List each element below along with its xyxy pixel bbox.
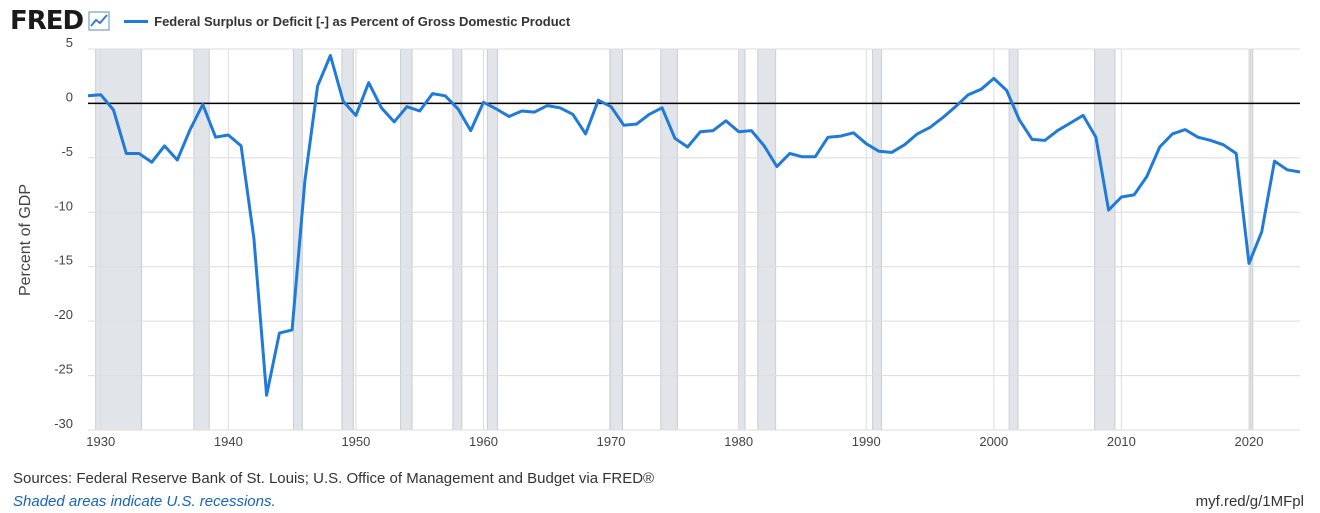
legend-swatch <box>124 19 149 23</box>
x-tick-label: 1990 <box>852 434 881 449</box>
recession-band <box>95 48 143 431</box>
y-tick-label: -15 <box>54 253 73 268</box>
sources-text: Sources: Federal Reserve Bank of St. Lou… <box>13 470 655 487</box>
fred-logo[interactable]: FRED <box>10 6 84 36</box>
y-axis-label: Percent of GDP <box>17 184 34 296</box>
x-tick-label: 1960 <box>469 434 498 449</box>
x-tick-label: 1970 <box>597 434 626 449</box>
x-tick-label: 2010 <box>1107 434 1136 449</box>
recession-band <box>757 48 777 431</box>
y-tick-label: -20 <box>54 307 73 322</box>
recession-note: Shaded areas indicate U.S. recessions. <box>13 493 276 510</box>
chart-header: FRED Federal Surplus or Deficit [-] as P… <box>10 6 570 36</box>
y-tick-label: 5 <box>66 35 73 50</box>
x-tick-label: 2000 <box>979 434 1008 449</box>
recession-bands <box>95 48 1254 431</box>
x-tick-label: 1980 <box>724 434 753 449</box>
x-tick-label: 2020 <box>1235 434 1264 449</box>
y-tick-label: -5 <box>61 144 73 159</box>
y-tick-label: -10 <box>54 198 73 213</box>
x-axis-ticks: 1930 1940 1950 1960 1970 1980 1990 2000 2010 2020 <box>86 434 1263 449</box>
y-tick-label: -25 <box>54 362 73 377</box>
recession-band <box>872 48 883 431</box>
short-url-link[interactable]: myf.red/g/1MFpl <box>1195 493 1304 510</box>
x-tick-label: 1950 <box>341 434 370 449</box>
recession-band <box>1249 48 1254 431</box>
recession-band <box>738 48 746 431</box>
x-tick-label: 1940 <box>214 434 243 449</box>
recession-band <box>660 48 678 431</box>
x-tick-label: 1930 <box>86 434 115 449</box>
y-axis-ticks: 5 0 -5 -10 -15 -20 -25 -30 <box>54 35 73 431</box>
recession-band <box>1094 48 1116 431</box>
y-tick-label: 0 <box>66 89 73 104</box>
chart-line-icon <box>88 11 110 31</box>
legend-label: Federal Surplus or Deficit [-] as Percen… <box>154 13 571 29</box>
y-tick-label: -30 <box>54 416 73 431</box>
series-line <box>87 54 1301 397</box>
